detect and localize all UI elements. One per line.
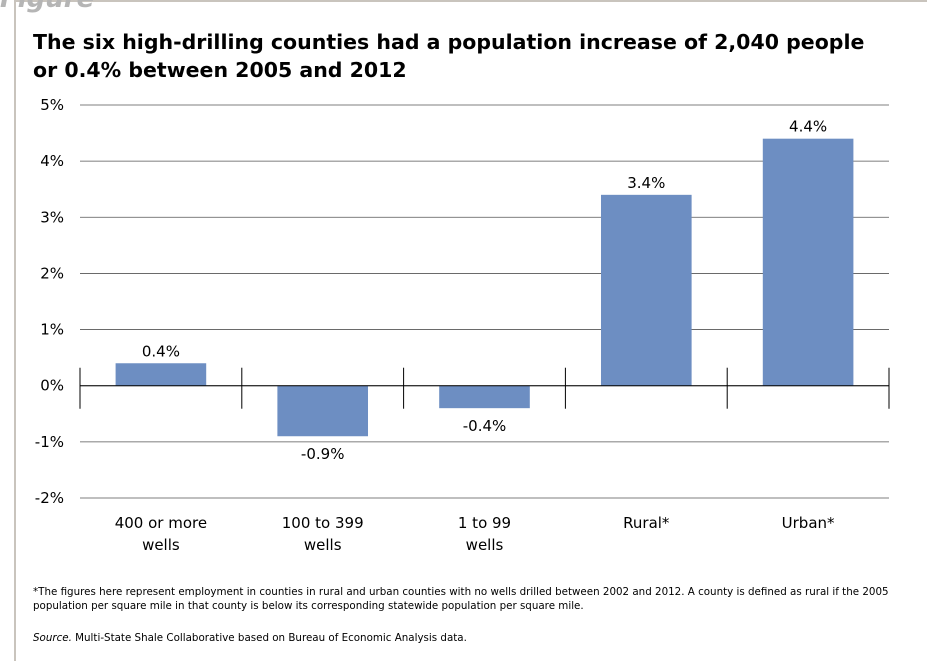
- x-category-label: Rural*: [623, 514, 670, 532]
- y-tick-label: -2%: [35, 489, 64, 507]
- bar: [762, 138, 854, 386]
- y-tick-label: 5%: [40, 96, 64, 114]
- data-label: 4.4%: [789, 118, 827, 136]
- x-category-label-line: 1 to 99: [458, 514, 511, 532]
- chart-source: Source. Multi-State Shale Collaborative …: [33, 632, 467, 644]
- y-tick-label: 2%: [40, 264, 64, 282]
- x-category-label: 1 to 99 wells: [458, 514, 511, 554]
- x-category-label: Urban*: [782, 514, 835, 532]
- x-category-label-line: 400 or more: [115, 514, 207, 532]
- chart-title-line-1: The six high-drilling counties had a pop…: [33, 30, 865, 54]
- y-tick-label: 1%: [40, 321, 64, 339]
- bar: [600, 194, 692, 386]
- y-tick-label: 0%: [40, 377, 64, 395]
- y-tick-label: 4%: [40, 152, 64, 170]
- bar: [277, 385, 369, 437]
- y-tick-label: 3%: [40, 208, 64, 226]
- data-label: 3.4%: [627, 174, 665, 192]
- chart-footnote: *The figures here represent employment i…: [33, 586, 889, 612]
- data-label: 0.4%: [142, 342, 180, 360]
- chart-title-line-2: or 0.4% between 2005 and 2012: [33, 58, 407, 82]
- figure-frame-top: [14, 0, 927, 2]
- x-category-label-line: Rural*: [623, 514, 670, 532]
- source-label: Source.: [33, 632, 72, 644]
- chart-title: The six high-drilling counties had a pop…: [33, 28, 873, 84]
- source-text: Multi-State Shale Collaborative based on…: [71, 632, 467, 644]
- x-category-label-line: wells: [142, 536, 180, 554]
- figure-frame-left: [14, 0, 16, 661]
- x-category-label-line: wells: [304, 536, 342, 554]
- x-category-label-line: Urban*: [782, 514, 835, 532]
- x-category-label-line: 100 to 399: [282, 514, 364, 532]
- y-tick-label: -1%: [35, 433, 64, 451]
- bar: [115, 363, 207, 386]
- data-label: -0.9%: [301, 445, 345, 463]
- x-category-label: 400 or more wells: [115, 514, 207, 554]
- x-category-label: 100 to 399 wells: [282, 514, 364, 554]
- x-category-label-line: wells: [466, 536, 504, 554]
- bar: [439, 385, 530, 409]
- bar-chart: 5% 4% 3% 2% 1% 0% -1% -2% 0.4% 400 or more wells -0…: [35, 96, 890, 554]
- data-label: -0.4%: [463, 417, 507, 435]
- figure-tag: Figure: [0, 0, 94, 14]
